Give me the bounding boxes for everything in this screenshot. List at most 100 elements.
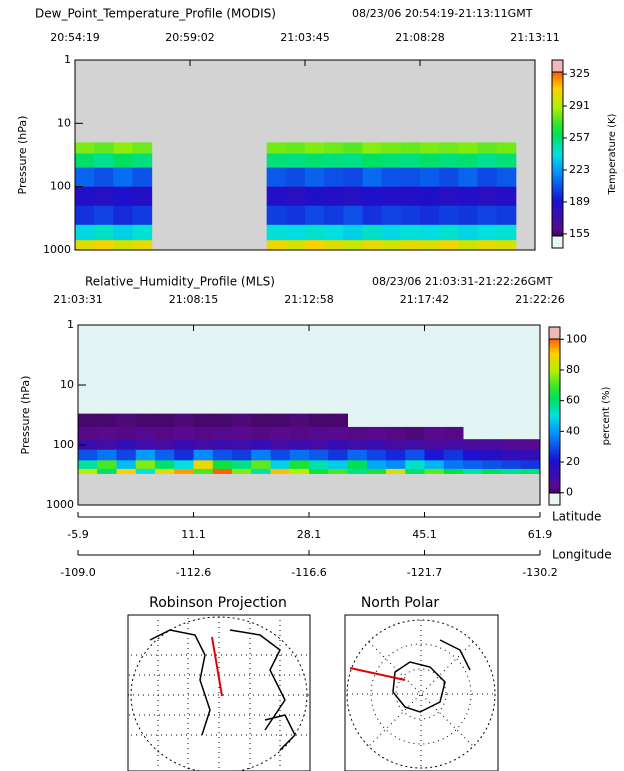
heat-cell xyxy=(309,468,329,474)
x-tick-label: 21:22:26 xyxy=(515,293,564,306)
x-tick-label: 21:03:31 xyxy=(53,293,102,306)
colorbar-tick-label: 257 xyxy=(569,131,590,144)
heat-cell xyxy=(386,460,406,470)
heat-cell xyxy=(270,413,291,428)
colorbar-under xyxy=(548,492,561,506)
heat-cell xyxy=(116,413,137,428)
heat-cell xyxy=(324,186,344,207)
heat-cell xyxy=(520,460,541,470)
heat-cell xyxy=(386,449,406,461)
heat-cell xyxy=(343,240,363,251)
heat-cell xyxy=(347,468,368,474)
heat-cell xyxy=(443,468,464,474)
x-tick-label: -116.6 xyxy=(291,566,326,579)
heat-cell xyxy=(381,205,402,226)
heat-cell xyxy=(324,153,344,168)
heat-cell xyxy=(135,460,156,470)
heat-cell xyxy=(439,224,459,241)
heat-cell xyxy=(405,439,425,451)
heat-cell xyxy=(232,426,252,440)
heat-cell xyxy=(381,153,402,168)
heat-cell xyxy=(477,142,498,154)
heat-cell xyxy=(212,468,233,474)
y-tick-label: 100 xyxy=(53,438,74,451)
heat-cell xyxy=(305,153,325,168)
heat-cell xyxy=(113,186,133,207)
heat-cell xyxy=(132,167,153,187)
colorbar xyxy=(548,326,561,506)
heat-cell xyxy=(285,186,306,207)
heat-cell xyxy=(405,426,425,440)
heat-cell xyxy=(324,240,344,251)
heat-cell xyxy=(439,167,459,187)
heat-cell xyxy=(155,460,175,470)
heat-cell xyxy=(439,153,459,168)
heat-cell xyxy=(400,153,421,168)
heat-cell xyxy=(305,205,325,226)
colorbar-tick-label: 20 xyxy=(566,455,580,468)
heat-cell xyxy=(94,142,114,154)
heat-cell xyxy=(328,439,348,451)
heat-cell xyxy=(424,439,445,451)
heat-cell xyxy=(439,186,459,207)
heat-cell xyxy=(458,153,478,168)
heat-cell xyxy=(520,449,541,461)
map-polar: North Polar xyxy=(344,595,499,771)
heat-cell xyxy=(232,413,252,428)
heat-cell xyxy=(463,449,483,461)
heat-cell xyxy=(381,240,402,251)
heat-cell xyxy=(400,224,421,241)
heat-cell xyxy=(328,468,348,474)
heat-cell xyxy=(97,449,117,461)
heat-cell xyxy=(324,142,344,154)
heat-cell xyxy=(501,468,522,474)
heat-cell xyxy=(155,413,175,428)
heat-cell xyxy=(232,468,252,474)
heat-cell xyxy=(97,413,117,428)
chart-subtitle: 08/23/06 21:03:31-21:22:26GMT xyxy=(372,275,553,288)
heat-cell xyxy=(155,468,175,474)
heat-cell xyxy=(501,460,522,470)
heat-cell xyxy=(463,460,483,470)
heat-cell xyxy=(94,224,114,241)
x-tick-label: 28.1 xyxy=(297,528,322,541)
heat-cell xyxy=(174,468,194,474)
heat-cell xyxy=(78,426,98,440)
heat-cell xyxy=(463,439,483,451)
colorbar-over xyxy=(548,326,561,340)
heat-cell xyxy=(343,224,363,241)
heat-cell xyxy=(94,153,114,168)
heat-cell xyxy=(324,224,344,241)
heat-cell xyxy=(443,449,464,461)
heat-cell xyxy=(132,240,153,251)
heat-cell xyxy=(347,449,368,461)
heat-cell xyxy=(420,205,440,226)
x-tick-label: 20:59:02 xyxy=(165,31,214,44)
heat-cell xyxy=(420,153,440,168)
heat-cell xyxy=(289,439,310,451)
heat-cell xyxy=(343,142,363,154)
heat-cell xyxy=(439,240,459,251)
heat-cell xyxy=(193,413,214,428)
colorbar-under xyxy=(551,235,564,249)
heat-cell xyxy=(366,460,387,470)
heat-cell xyxy=(309,439,329,451)
heat-cell xyxy=(420,142,440,154)
heat-cell xyxy=(97,439,117,451)
heat-cell xyxy=(400,186,421,207)
map-track xyxy=(349,667,406,681)
heat-cell xyxy=(424,468,445,474)
heat-cell xyxy=(420,167,440,187)
heat-cell xyxy=(132,186,153,207)
heat-cell xyxy=(135,413,156,428)
heat-cell xyxy=(366,426,387,440)
heat-cell xyxy=(193,449,214,461)
x-tick-label: 21:17:42 xyxy=(400,293,449,306)
heat-cell xyxy=(309,449,329,461)
heat-cell xyxy=(97,468,117,474)
heat-cell xyxy=(132,205,153,226)
colorbar xyxy=(551,59,564,249)
x-tick-label: -121.7 xyxy=(407,566,442,579)
heat-cell xyxy=(174,460,194,470)
